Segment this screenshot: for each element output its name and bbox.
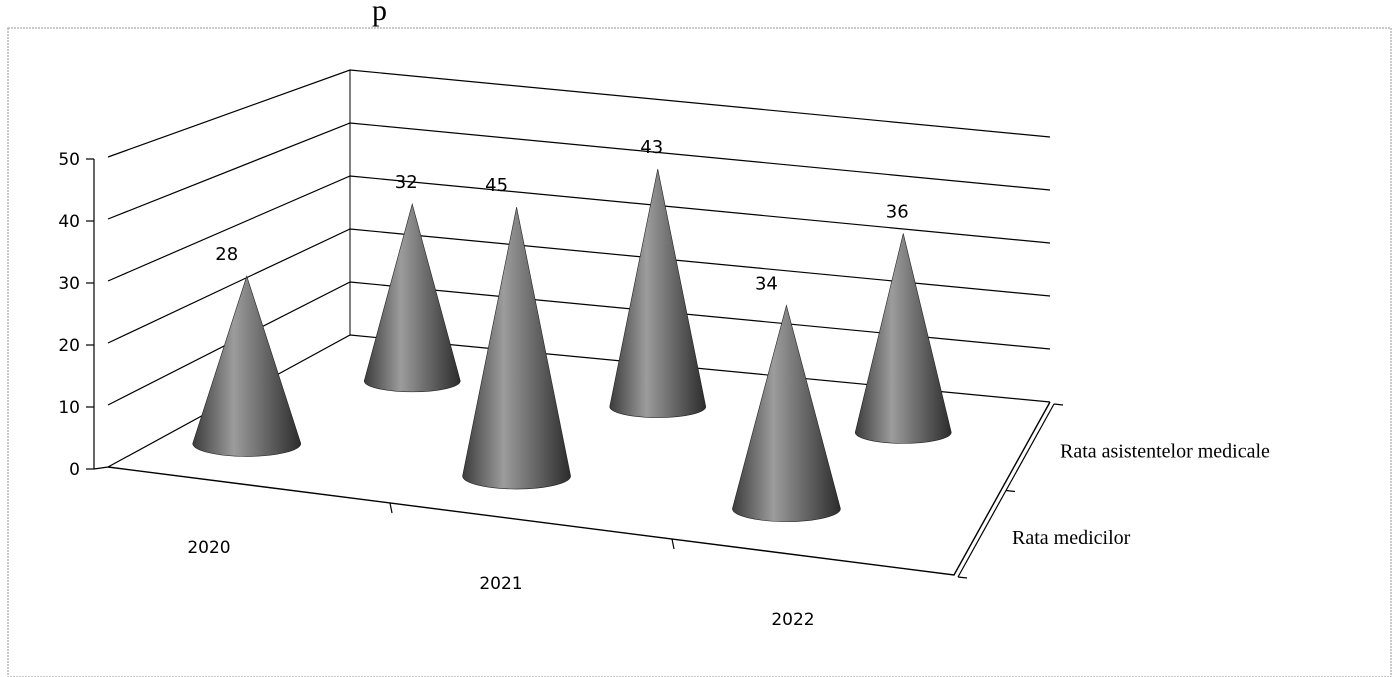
- series-label-1: Rata asistentelor medicale: [1060, 440, 1270, 462]
- data-label-0-1: 45: [485, 175, 508, 196]
- x-axis-ticks: 2020 2021 2022: [187, 502, 815, 630]
- data-label-1-0: 32: [395, 172, 418, 193]
- data-label-1-2: 36: [886, 201, 909, 222]
- cone-rata-asistentelor-medicale-2022: [854, 233, 952, 444]
- y-tick-label-30: 30: [58, 274, 80, 294]
- y-tick-label-0: 0: [69, 460, 80, 480]
- cone-rata-asistentelor-medicale-2021: [609, 168, 707, 418]
- y-tick-label-20: 20: [58, 336, 80, 356]
- cone-rata-medicilor-2020: [192, 275, 302, 457]
- x-tick-label-2021: 2021: [479, 574, 522, 594]
- cone-body: [462, 207, 571, 490]
- x-tick-mark-1: [389, 502, 393, 514]
- cone-body: [854, 233, 952, 444]
- cone-rata-medicilor-2022: [732, 304, 841, 522]
- data-labels: 32 43 36 28 45 34: [215, 137, 908, 294]
- cone-body: [732, 304, 841, 522]
- cone-body: [192, 275, 302, 457]
- y-tick-label-50: 50: [58, 150, 80, 170]
- depth-tick-1: [1005, 489, 1016, 493]
- gridline-50: [107, 69, 1051, 158]
- cone-rata-asistentelor-medicale-2020: [363, 202, 461, 393]
- x-tick-mark-2: [671, 538, 675, 550]
- cone-rata-medicilor-2021: [462, 207, 571, 490]
- data-label-0-2: 34: [755, 273, 778, 294]
- data-label-0-0: 28: [215, 244, 238, 265]
- data-label-1-1: 43: [640, 137, 663, 158]
- series-label-0: Rata medicilor: [1012, 527, 1131, 549]
- caption-fragment: p: [372, 0, 387, 27]
- y-tick-label-10: 10: [58, 398, 80, 418]
- x-tick-label-2022: 2022: [771, 610, 814, 630]
- depth-tick-2: [1053, 403, 1064, 406]
- series-axis-labels: Rata medicilor Rata asistentelor medicale: [957, 403, 1270, 579]
- chart-frame: [7, 27, 1392, 677]
- y-axis-ticks: 0 10 20 30 40 50: [58, 150, 94, 480]
- depth-tick-0: [957, 576, 968, 579]
- cone-body: [363, 202, 461, 393]
- y-tick-label-40: 40: [58, 212, 80, 232]
- cone-body: [609, 168, 707, 418]
- x-tick-label-2020: 2020: [187, 538, 230, 558]
- floor-corner: [93, 466, 109, 470]
- cones: [192, 168, 952, 522]
